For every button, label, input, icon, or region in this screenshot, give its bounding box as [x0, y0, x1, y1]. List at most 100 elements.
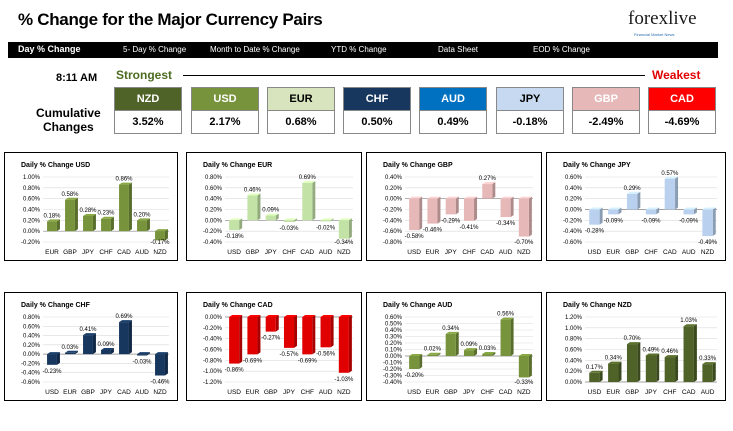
currency-tile-cad: CAD -4.69% [648, 87, 716, 135]
currency-code: CAD [648, 87, 716, 111]
nav-eod-change[interactable]: EOD % Change [533, 45, 590, 54]
currency-change-value: 0.68% [267, 111, 335, 134]
data-label: 0.69% [299, 175, 317, 181]
x-tick-label: USD [588, 389, 602, 396]
y-tick-label: 0.20% [385, 341, 403, 347]
currency-tile-aud: AUD 0.49% [419, 87, 487, 135]
y-tick-label: 0.40% [385, 175, 403, 181]
x-tick-label: CHF [663, 389, 676, 396]
logo-text: forexlive [628, 8, 697, 29]
nav-ytd-change[interactable]: YTD % Change [331, 45, 387, 54]
bar-top [626, 342, 641, 345]
forexlive-logo: forexlive Financial Market News [628, 8, 716, 40]
data-label: -0.46% [423, 228, 443, 234]
data-label: -0.18% [225, 234, 245, 240]
bar-top [137, 352, 150, 355]
bar-top [664, 355, 679, 358]
bar-group [626, 191, 641, 210]
bar-top [302, 315, 316, 317]
bar-group [247, 315, 261, 355]
bar-top [83, 333, 96, 336]
currency-change-value: -0.18% [496, 111, 564, 134]
bar-group [664, 176, 679, 210]
bar-top [463, 348, 478, 351]
data-label: 0.09% [262, 207, 280, 213]
data-label: 0.20% [133, 212, 151, 218]
bar-side [257, 193, 261, 221]
x-tick-label: CHF [481, 389, 494, 396]
y-tick-label: 0.60% [385, 315, 403, 321]
y-tick-label: 0.00% [205, 218, 223, 224]
chart-title: Daily % Change GBP [383, 162, 453, 169]
y-tick-label: -0.40% [563, 229, 583, 235]
currency-code: CHF [343, 87, 411, 111]
bar-group [518, 354, 532, 378]
y-tick-label: 0.80% [205, 175, 223, 181]
y-tick-label: 0.10% [385, 348, 403, 354]
chart-title: Daily % Change AUD [383, 302, 452, 309]
bar-group [645, 207, 660, 215]
bar-top [518, 196, 532, 199]
bar-top [463, 196, 478, 199]
x-tick-label: CAD [499, 389, 513, 396]
y-tick-label: 0.20% [23, 343, 41, 349]
y-tick-label: -0.60% [203, 348, 223, 354]
bar-chart: Daily % Change USD1.00%0.80%0.60%0.40%0.… [21, 162, 170, 256]
nav-day-change[interactable]: Day % Change [18, 44, 81, 54]
bar-top [482, 352, 496, 355]
bar [101, 349, 111, 355]
data-label: -0.70% [514, 240, 534, 246]
x-tick-label: EUR [63, 389, 77, 396]
bar-group [302, 180, 316, 221]
bar-group [283, 218, 298, 222]
y-tick-label: -0.80% [383, 240, 403, 246]
nav-data-sheet[interactable]: Data Sheet [438, 45, 479, 54]
strength-rule [183, 75, 645, 76]
bar-side [510, 196, 514, 218]
bar-group [445, 196, 459, 215]
bar [427, 198, 438, 224]
y-tick-label: -0.20% [383, 208, 403, 214]
bar [47, 354, 57, 365]
x-tick-label: EUR [426, 389, 440, 396]
bar-side [492, 352, 496, 356]
bar-side [74, 350, 78, 355]
data-label: -0.34% [334, 240, 354, 246]
bar [65, 352, 75, 355]
data-label: -0.09% [641, 218, 661, 224]
weakest-label: Weakest [652, 68, 701, 82]
data-label: 0.18% [43, 213, 61, 219]
bar [463, 350, 475, 356]
bar-side [637, 191, 641, 210]
bar-side [693, 207, 697, 215]
currency-code: GBP [572, 87, 640, 111]
bar [409, 198, 420, 231]
bar-group [320, 218, 334, 222]
bar-top [683, 324, 697, 327]
y-tick-label: 0.00% [23, 229, 41, 235]
data-label: -0.41% [459, 225, 479, 231]
bar-side [164, 352, 168, 376]
x-tick-label: NZD [337, 389, 351, 396]
bar-top [608, 207, 622, 210]
chart-panel-7: Daily % Change AUD 0.60% 0.50% 0.40% 0.30% 0.… [366, 292, 542, 401]
bar [283, 220, 295, 222]
nav-mtd-change[interactable]: Month to Date % Change [210, 45, 300, 54]
bar-side [437, 196, 441, 224]
bar-side [455, 331, 459, 356]
bar-top [589, 207, 603, 210]
y-tick-label: 0.80% [565, 337, 583, 343]
bar-group [409, 354, 423, 369]
y-tick-label: 0.40% [565, 358, 583, 364]
currency-tile-usd: USD 2.17% [191, 87, 259, 135]
bar-side [294, 218, 298, 222]
nav-5day-change[interactable]: 5- Day % Change [123, 45, 187, 54]
data-label: -0.03% [279, 226, 299, 232]
bar-top [302, 180, 316, 183]
bar-top [229, 218, 243, 221]
bar [320, 220, 331, 222]
x-tick-label: EUR [246, 389, 260, 396]
x-tick-label: GBP [625, 389, 639, 396]
bar-group [338, 315, 352, 373]
bar [518, 198, 529, 237]
